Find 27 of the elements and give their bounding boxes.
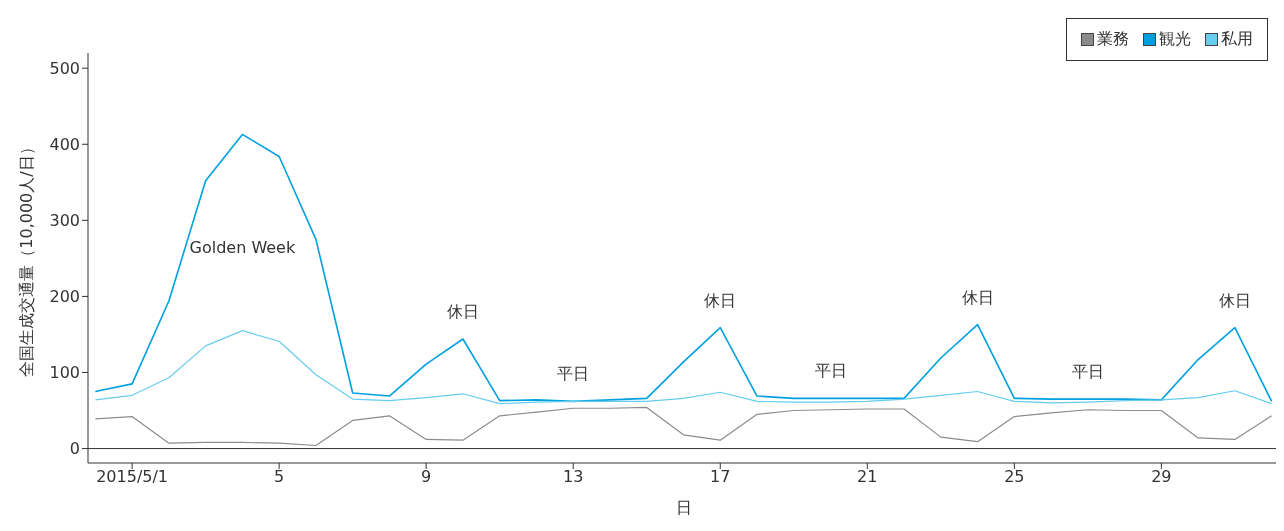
x-tick-label: 13 [563, 467, 584, 487]
annotation: 休日 [446, 302, 479, 322]
y-tick-label: 400 [49, 134, 80, 154]
legend-label: 私用 [1220, 29, 1253, 50]
annotation: 平日 [1071, 362, 1104, 382]
annotation: 休日 [961, 287, 994, 307]
annotation: 休日 [1218, 290, 1251, 310]
x-axis-title: 日 [675, 498, 692, 517]
annotation: 平日 [814, 361, 847, 381]
annotation: 平日 [557, 364, 590, 384]
y-tick-label: 500 [49, 58, 80, 78]
y-tick-label: 100 [49, 363, 80, 383]
x-tick-label: 21 [857, 467, 878, 487]
x-tick-label: 9 [421, 467, 432, 487]
x-tick-label: 2015/5/1 [96, 467, 169, 487]
legend-label: 観光 [1158, 29, 1191, 50]
y-axis-title: 全国生成交通量（10,000人/日） [16, 139, 36, 377]
y-tick-label: 200 [49, 287, 80, 307]
y-tick-label: 300 [49, 211, 80, 231]
annotation: Golden Week [189, 238, 296, 258]
x-tick-label: 29 [1151, 467, 1172, 487]
x-tick-label: 5 [274, 467, 285, 487]
x-tick-label: 17 [710, 467, 731, 487]
y-tick-label: 0 [69, 439, 80, 459]
annotation: 休日 [704, 290, 737, 310]
legend-label: 業務 [1096, 29, 1129, 50]
x-tick-label: 25 [1004, 467, 1025, 487]
